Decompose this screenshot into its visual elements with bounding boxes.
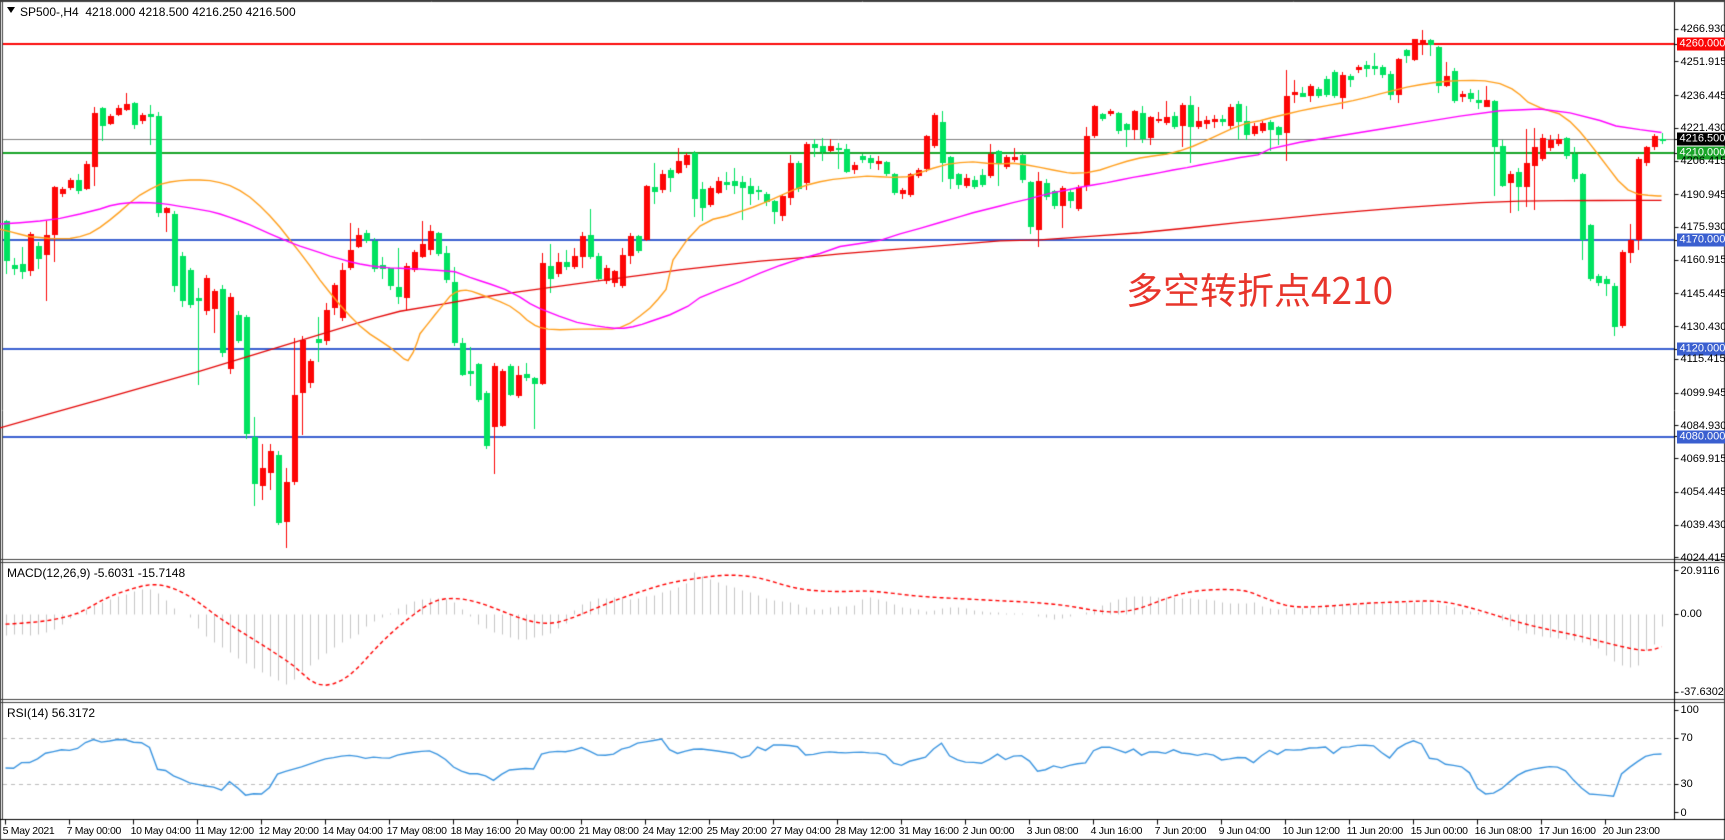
time-axis-label: 28 May 12:00 xyxy=(834,825,895,837)
macd-value: -5.6031 xyxy=(93,566,135,580)
price-axis-label: 4266.930 xyxy=(1680,23,1725,36)
time-axis-label: 5 May 2021 xyxy=(2,825,55,837)
price-axis-label: 4069.915 xyxy=(1680,452,1725,465)
time-axis-label: 10 May 04:00 xyxy=(130,825,191,837)
symbol-period: SP500-,H4 xyxy=(20,5,79,19)
time-axis-label: 11 Jun 20:00 xyxy=(1346,825,1404,837)
price-axis-label: 4210.000 xyxy=(1676,146,1725,160)
time-axis-label: 24 May 12:00 xyxy=(642,825,703,837)
price-axis-label: 4251.915 xyxy=(1680,55,1725,68)
price-axis-label: 4120.000 xyxy=(1676,342,1725,356)
price-axis-label: 4080.000 xyxy=(1676,430,1725,444)
price-axis-label: 4039.430 xyxy=(1680,519,1725,532)
time-axis-label: 31 May 16:00 xyxy=(898,825,959,837)
time-axis-label: 17 Jun 16:00 xyxy=(1538,825,1596,837)
annotation-text-cn xyxy=(1128,272,1392,308)
rsi-indicator-label: RSI(14) 56.3172 xyxy=(7,706,95,720)
price-axis-label: 4175.930 xyxy=(1680,221,1725,234)
price-axis-label: 4160.915 xyxy=(1680,254,1725,267)
macd-axis-label: 0.00 xyxy=(1680,608,1702,621)
price-axis-label: 4054.445 xyxy=(1680,486,1725,499)
time-axis-label: 15 Jun 00:00 xyxy=(1410,825,1468,837)
rsi-axis-label: 0 xyxy=(1680,806,1687,819)
time-axis-label: 10 Jun 12:00 xyxy=(1282,825,1340,837)
symbol-info-bar: SP500-,H4 4218.000 4218.500 4216.250 421… xyxy=(20,5,296,19)
time-axis-label: 16 Jun 08:00 xyxy=(1474,825,1532,837)
ohlc-close: 4216.500 xyxy=(245,5,296,19)
time-axis-label: 2 Jun 00:00 xyxy=(962,825,1015,837)
rsi-axis-label: 70 xyxy=(1680,732,1693,745)
time-axis-label: 20 Jun 23:00 xyxy=(1602,825,1660,837)
rsi-value: 56.3172 xyxy=(51,706,96,720)
macd-axis-label: -37.6302 xyxy=(1680,686,1724,699)
macd-name: MACD(12,26,9) xyxy=(7,566,91,580)
time-axis-label: 25 May 20:00 xyxy=(706,825,767,837)
symbol-dropdown-arrow-icon[interactable] xyxy=(7,7,15,13)
time-axis-label: 14 May 04:00 xyxy=(322,825,383,837)
price-axis-label: 4206.415 xyxy=(1680,155,1725,167)
macd-signal-value: -15.7148 xyxy=(137,566,186,580)
time-axis-label: 12 May 20:00 xyxy=(258,825,319,837)
macd-indicator-label: MACD(12,26,9) -5.6031 -15.7148 xyxy=(7,566,185,580)
time-axis-label: 21 May 08:00 xyxy=(578,825,639,837)
price-axis-label: 4084.930 xyxy=(1680,419,1725,432)
price-axis-label: 4145.445 xyxy=(1680,287,1725,300)
ohlc-high: 4218.500 xyxy=(138,5,189,19)
price-axis-label: 4236.445 xyxy=(1680,89,1725,102)
time-axis-label: 18 May 16:00 xyxy=(450,825,511,837)
price-axis-label: 4024.415 xyxy=(1680,551,1725,564)
price-axis-label: 4115.415 xyxy=(1680,353,1725,366)
time-axis-label: 7 Jun 20:00 xyxy=(1154,825,1207,837)
ohlc-low: 4216.250 xyxy=(192,5,243,19)
rsi-axis-label: 30 xyxy=(1680,778,1693,791)
time-axis-label: 9 Jun 04:00 xyxy=(1218,825,1271,837)
time-axis-label: 7 May 00:00 xyxy=(66,825,122,837)
price-axis-label: 4190.945 xyxy=(1680,188,1725,201)
rsi-axis-label: 100 xyxy=(1680,704,1699,716)
price-axis-label: 4130.430 xyxy=(1680,320,1725,333)
time-axis-label: 3 Jun 08:00 xyxy=(1026,825,1079,837)
time-axis-label: 20 May 00:00 xyxy=(514,825,575,837)
price-axis-label: 4099.945 xyxy=(1680,387,1725,400)
price-axis-label: 4216.500 xyxy=(1676,132,1725,146)
price-axis-label: 4260.000 xyxy=(1676,37,1725,51)
ohlc-open: 4218.000 xyxy=(85,5,136,19)
rsi-name: RSI(14) xyxy=(7,706,49,720)
time-axis-label: 27 May 04:00 xyxy=(770,825,831,837)
time-axis-label: 17 May 08:00 xyxy=(386,825,447,837)
time-axis-label: 4 Jun 16:00 xyxy=(1090,825,1143,837)
price-axis-label: 4170.000 xyxy=(1676,233,1725,247)
time-axis-label: 11 May 12:00 xyxy=(194,825,255,837)
macd-axis-label: 20.9116 xyxy=(1680,564,1720,577)
price-axis-label: 4221.430 xyxy=(1680,122,1725,135)
